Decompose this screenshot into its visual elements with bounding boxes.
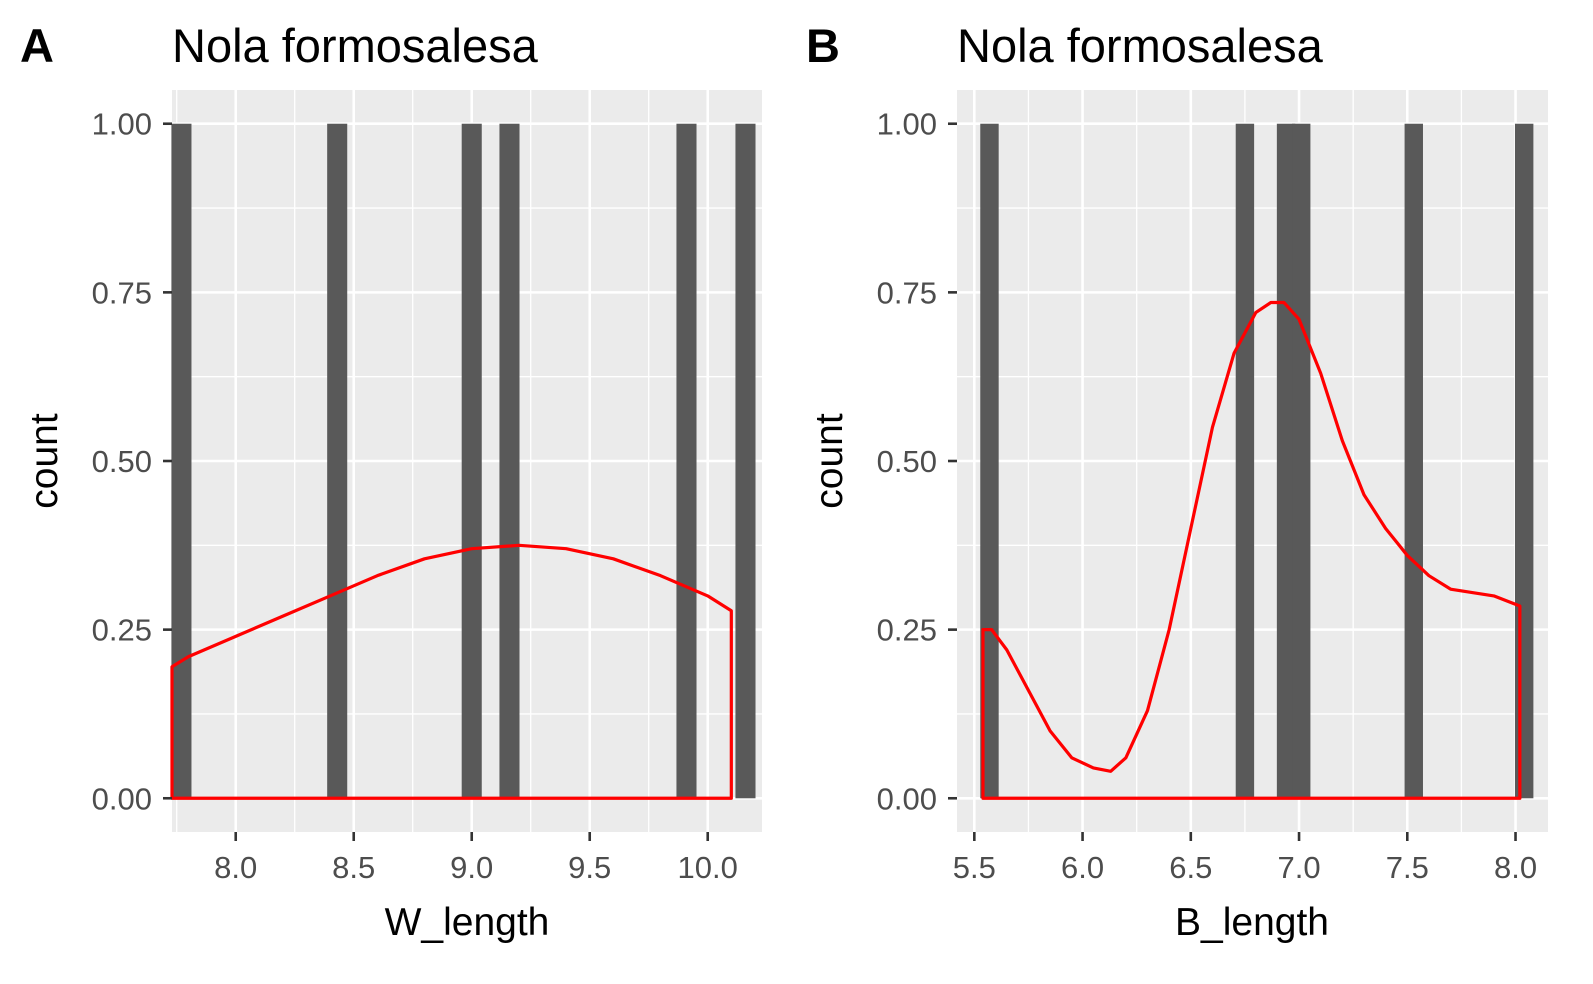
histogram-bar: [327, 123, 348, 799]
histogram-bar: [1514, 123, 1534, 799]
y-tick-label: 0.50: [92, 444, 152, 479]
x-tick-label: 8.0: [1494, 850, 1537, 885]
x-tick-label: 6.0: [1061, 850, 1104, 885]
y-tick-label: 0.75: [92, 275, 152, 310]
x-tick-label: 7.5: [1386, 850, 1429, 885]
histogram-bar: [676, 123, 697, 799]
histogram-bar: [1235, 123, 1255, 799]
x-tick-label: 10.0: [678, 850, 738, 885]
histogram-bar: [735, 123, 756, 799]
panel-b: 5.5 6.0 6.5 7.0 7.5 8.0 0.00 0.25 0.50 0.75 1.00 B_…: [806, 19, 1548, 944]
histogram-bar: [1292, 123, 1311, 799]
y-tick-label: 0.00: [877, 781, 937, 816]
y-tick-label: 0.50: [877, 444, 937, 479]
x-tick-label: 9.0: [450, 850, 493, 885]
x-tick-label: 7.0: [1277, 850, 1320, 885]
histogram-bar: [171, 123, 192, 799]
y-axis-title: count: [808, 413, 851, 509]
y-axis-title: count: [23, 413, 66, 509]
y-tick-label: 1.00: [92, 107, 152, 142]
y-tick-label: 0.00: [92, 781, 152, 816]
x-tick-label: 8.0: [214, 850, 257, 885]
histogram-bar: [499, 123, 520, 799]
histogram-bar: [461, 123, 482, 799]
panel-tag: B: [806, 19, 840, 72]
plot-title: Nola formosalesa: [957, 19, 1324, 72]
x-tick-label: 6.5: [1169, 850, 1212, 885]
x-tick-label: 8.5: [332, 850, 375, 885]
histogram-bar: [1404, 123, 1423, 799]
density-curve: [981, 300, 1522, 800]
x-axis-title: B_length: [1175, 901, 1329, 944]
plot-title: Nola formosalesa: [172, 19, 539, 72]
panel-a: 8.0 8.5 9.0 9.5 10.0 0.00 0.25 0.50 0.75 1.00 W_le…: [20, 19, 762, 944]
density-curve: [170, 543, 733, 800]
x-tick-label: 5.5: [953, 850, 996, 885]
histogram-bar: [1276, 123, 1296, 799]
x-tick-label: 9.5: [568, 850, 611, 885]
y-tick-label: 0.25: [92, 613, 152, 648]
y-tick-label: 0.75: [877, 275, 937, 310]
x-axis-title: W_length: [385, 901, 550, 944]
y-tick-label: 0.25: [877, 613, 937, 648]
panel-tag: A: [20, 19, 54, 72]
y-tick-label: 1.00: [877, 107, 937, 142]
